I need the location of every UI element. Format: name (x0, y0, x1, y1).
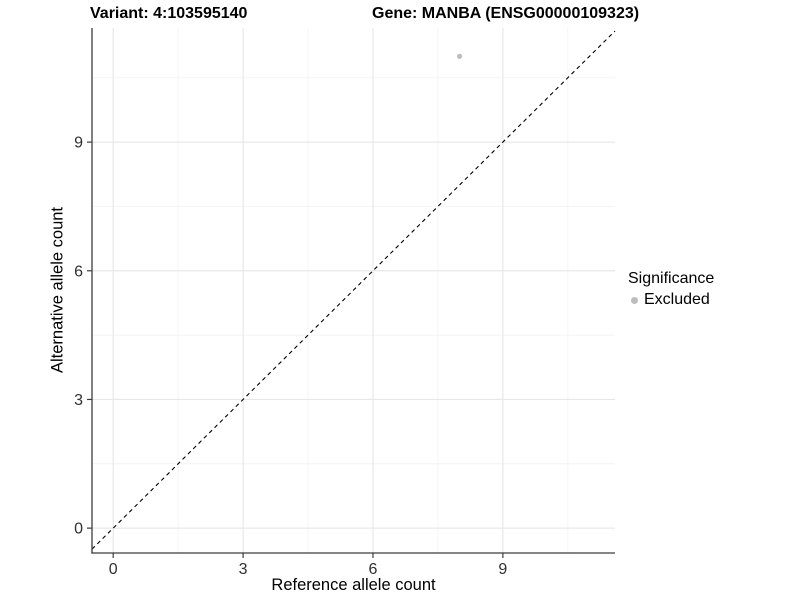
plot-title-gene: Gene: MANBA (ENSG00000109323) (372, 5, 640, 22)
legend-title: Significance (628, 270, 715, 287)
x-tick-label: 0 (109, 561, 118, 578)
x-tick-label: 9 (498, 561, 507, 578)
x-tick-label: 3 (239, 561, 248, 578)
legend-item-label: Excluded (644, 291, 710, 308)
legend-item-excluded: Excluded (626, 291, 714, 309)
legend: Significance Excluded (626, 270, 714, 309)
plot-title-variant: Variant: 4:103595140 (90, 5, 248, 22)
y-tick-label: 3 (74, 392, 83, 409)
y-tick-label: 0 (74, 521, 83, 538)
y-tick-label: 6 (74, 263, 83, 280)
y-axis-title: Alternative allele count (48, 206, 67, 374)
excluded-point-icon (631, 296, 638, 304)
y-tick-label: 9 (74, 135, 83, 152)
data-point-excluded (456, 53, 463, 59)
x-axis-title: Reference allele count (271, 576, 436, 594)
identity-reference-line (91, 30, 616, 550)
x-tick-label: 6 (369, 561, 378, 578)
